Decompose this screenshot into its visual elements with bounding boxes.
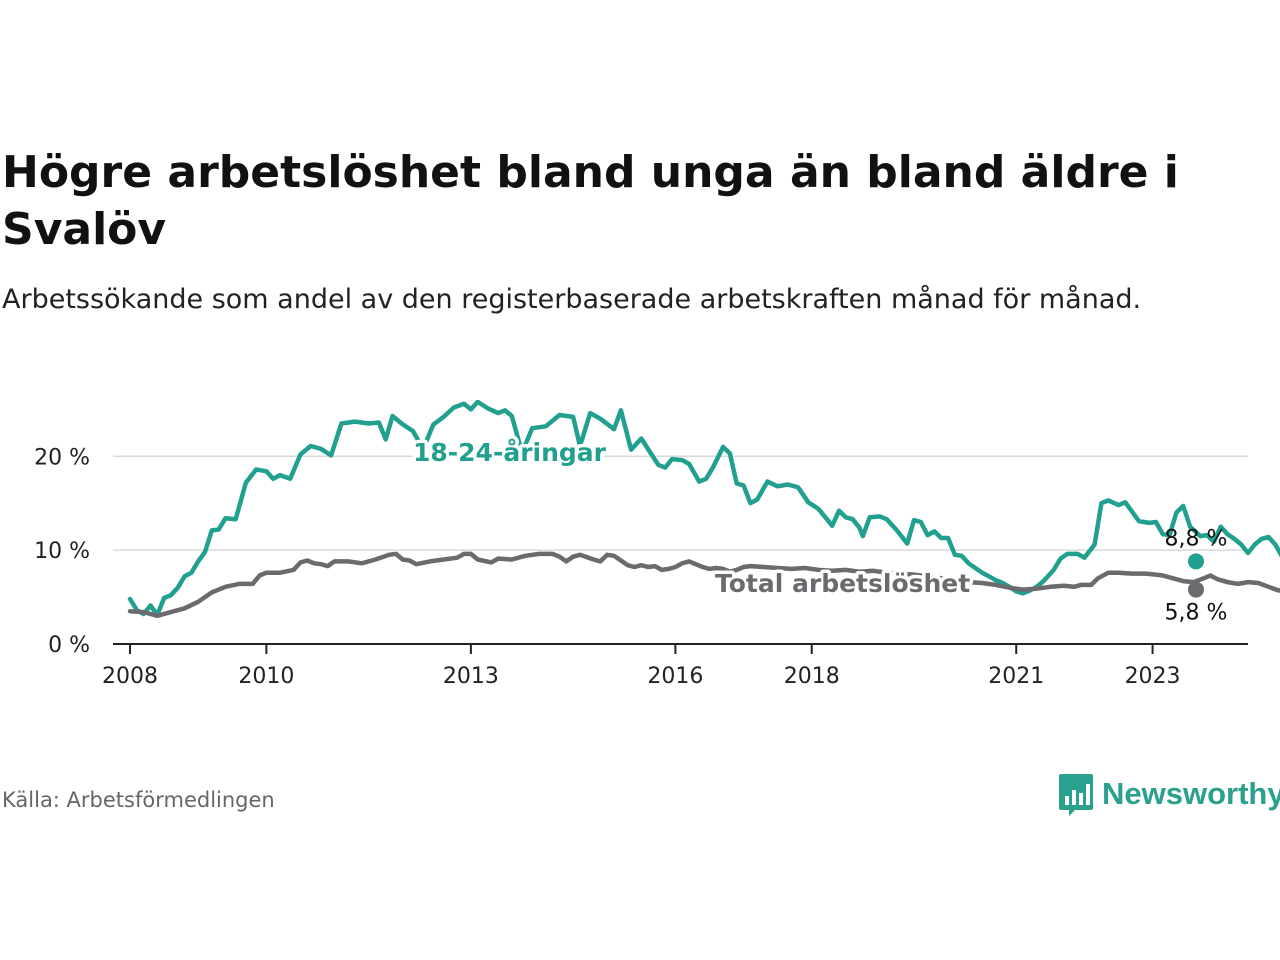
x-tick-label: 2016 — [647, 664, 703, 689]
series-line-0 — [127, 400, 1280, 618]
logo-text: Newsworthy — [1102, 776, 1280, 811]
x-tick-label: 2010 — [238, 664, 294, 689]
end-label-0: 8,8 % — [1165, 526, 1228, 551]
x-tick-label: 2023 — [1125, 664, 1181, 689]
x-tick-label: 2018 — [784, 664, 840, 689]
y-tick-label: 0 % — [48, 633, 90, 658]
source-note: Källa: Arbetsförmedlingen — [2, 788, 275, 812]
end-marker-1 — [1188, 581, 1204, 598]
end-marker-0 — [1188, 553, 1204, 570]
series-line-1 — [127, 551, 1280, 619]
chart-title: Högre arbetslöshet bland unga än bland ä… — [2, 147, 1179, 255]
end-label-1: 5,8 % — [1165, 601, 1228, 626]
gridlines: 0 % 10 % 20 % — [34, 445, 1248, 658]
x-tick-label: 2021 — [988, 664, 1044, 689]
series-labels: 18-24-åringar Total arbetslöshet — [410, 435, 974, 602]
bar-chart-speech-bubble-icon — [1059, 774, 1093, 816]
y-tick-label: 10 % — [34, 539, 90, 564]
end-markers: 8,8 % 5,8 % — [1165, 526, 1228, 625]
line-chart: 0 % 10 % 20 % 2008 2010 2013 2016 2018 2021 2023… — [34, 400, 1280, 689]
newsworthy-logo: Newsworthy — [1058, 772, 1280, 816]
series-lines — [127, 400, 1280, 619]
x-axis: 2008 2010 2013 2016 2018 2021 2023 — [102, 643, 1248, 689]
x-tick-label: 2008 — [102, 664, 158, 689]
series-label-total: Total arbetslöshet — [715, 569, 970, 598]
series-label-youth: 18-24-åringar — [413, 438, 607, 467]
chart-subtitle: Arbetssökande som andel av den registerb… — [2, 284, 1142, 315]
y-tick-label: 20 % — [34, 445, 90, 470]
x-tick-label: 2013 — [443, 664, 499, 689]
